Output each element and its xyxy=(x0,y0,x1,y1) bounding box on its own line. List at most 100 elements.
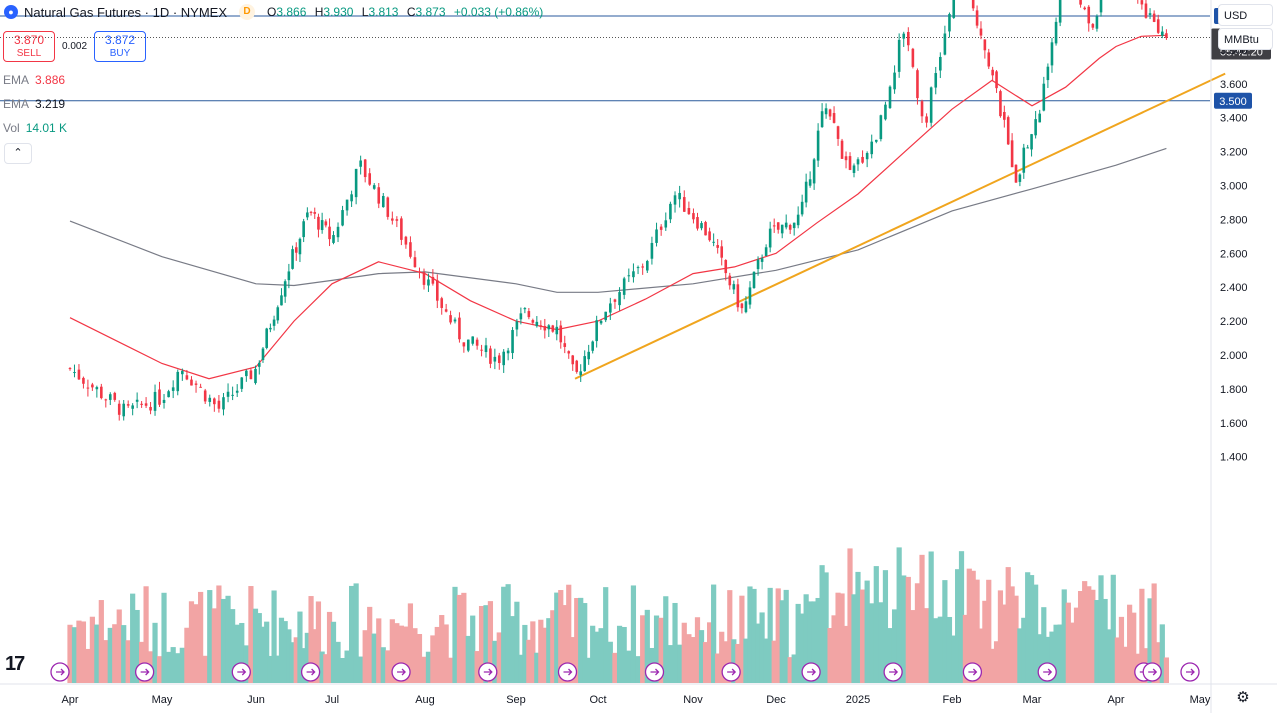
candle-body xyxy=(113,392,117,400)
unit-selector[interactable]: MMBtu xyxy=(1218,28,1273,50)
candle-body xyxy=(641,266,644,268)
delayed-badge[interactable]: D xyxy=(239,4,255,20)
volume-legend[interactable]: Vol 14.01 K xyxy=(3,121,68,135)
open-value: 3.866 xyxy=(276,5,307,19)
candle-body xyxy=(650,242,654,259)
volume-bar xyxy=(616,625,623,683)
volume-bar xyxy=(474,651,480,683)
candle-body xyxy=(772,225,776,227)
volume-bar xyxy=(970,570,976,683)
volume-bar xyxy=(550,610,556,683)
volume-bar xyxy=(339,657,346,683)
candle-body xyxy=(1095,16,1099,29)
volume-bar xyxy=(1021,617,1027,683)
candle-body xyxy=(760,258,764,262)
volume-bar xyxy=(326,611,333,683)
volume-bar xyxy=(412,628,418,683)
candle-body xyxy=(563,343,567,347)
candle-body xyxy=(583,356,587,372)
candle-body xyxy=(302,221,305,238)
volume-bar xyxy=(815,597,821,683)
candle-body xyxy=(475,339,479,346)
candle-body xyxy=(515,321,519,330)
volume-bar xyxy=(612,652,618,683)
volume-bar xyxy=(1033,584,1039,683)
volume-bar xyxy=(1159,624,1165,683)
volume-bar xyxy=(882,570,889,683)
volume-bar xyxy=(1001,604,1007,683)
volume-bar xyxy=(447,657,454,683)
volume-bar xyxy=(434,626,440,683)
volume-bar xyxy=(827,627,833,683)
volume-bar xyxy=(982,600,988,683)
symbol-title[interactable]: Natural Gas Futures · 1D · NYMEX xyxy=(24,4,227,20)
volume-bar xyxy=(923,608,930,683)
candle-body xyxy=(431,276,435,284)
volume-bar xyxy=(461,592,467,683)
volume-bar xyxy=(518,654,524,683)
buy-button[interactable]: 3.872 BUY xyxy=(94,31,147,62)
volume-bar xyxy=(910,610,916,683)
ema-lines xyxy=(69,34,1167,380)
candle-body xyxy=(462,342,466,347)
tradingview-logo-icon[interactable]: 17 xyxy=(5,653,25,675)
gear-icon[interactable]: ⚙ xyxy=(1236,689,1250,706)
candle-body xyxy=(194,383,198,385)
candle-body xyxy=(543,326,547,331)
candle-body xyxy=(1026,147,1029,149)
candle-body xyxy=(1042,83,1046,111)
sell-button[interactable]: 3.870 SELL xyxy=(3,31,55,62)
candle-body xyxy=(345,199,349,211)
collapse-legend-button[interactable]: ⌃ xyxy=(4,143,32,164)
volume-bar xyxy=(578,597,584,683)
volume-bar xyxy=(630,585,637,683)
candle-body xyxy=(555,326,559,335)
candle-body xyxy=(140,403,143,405)
y-tick-label: 2.800 xyxy=(1220,214,1248,226)
volume-bar xyxy=(264,621,270,683)
volume-bar xyxy=(1065,602,1071,683)
volume-bar xyxy=(966,568,972,683)
ema-fast-legend[interactable]: EMA 3.886 xyxy=(3,73,66,87)
volume-bar xyxy=(534,652,540,683)
candle-body xyxy=(692,213,695,220)
volume-bar xyxy=(554,592,560,683)
gas-flame-icon: ● xyxy=(4,5,18,19)
volume-bar xyxy=(767,587,773,683)
volume-bar xyxy=(707,622,713,683)
candle-body xyxy=(852,165,856,173)
volume-bar xyxy=(914,583,921,683)
volume-bar xyxy=(330,621,337,683)
candle-body xyxy=(336,226,340,238)
candle-body xyxy=(298,238,302,255)
candle-body xyxy=(840,140,844,159)
candle-body xyxy=(604,311,608,321)
volume-bar xyxy=(771,640,777,683)
volume-bar xyxy=(198,591,204,683)
y-tick-label: 3.600 xyxy=(1220,79,1248,91)
volume-bar xyxy=(719,631,725,683)
volume-bar xyxy=(85,648,91,683)
candle-body xyxy=(1083,7,1086,10)
candle-body xyxy=(444,309,448,312)
candle-body xyxy=(920,101,924,117)
candle-body xyxy=(158,389,161,405)
volume-bar xyxy=(1098,575,1104,683)
volume-bar xyxy=(179,647,185,683)
volume-bar xyxy=(799,613,805,683)
ema-slow-legend[interactable]: EMA 3.219 xyxy=(3,97,66,111)
candle-body xyxy=(235,390,239,393)
candle-body xyxy=(1006,117,1010,145)
volume-bar xyxy=(715,653,721,683)
x-tick-label: Dec xyxy=(766,694,786,706)
volume-bar xyxy=(139,641,145,683)
volume-bar xyxy=(607,641,613,683)
volume-bar xyxy=(225,595,231,683)
buy-price: 3.872 xyxy=(105,33,136,47)
currency-selector[interactable]: USD xyxy=(1218,4,1273,26)
trade-panel: 3.870 SELL 0.002 3.872 BUY xyxy=(3,31,147,62)
candle-body xyxy=(911,48,915,67)
volume-bar xyxy=(763,638,769,683)
volume-bar xyxy=(358,656,364,683)
